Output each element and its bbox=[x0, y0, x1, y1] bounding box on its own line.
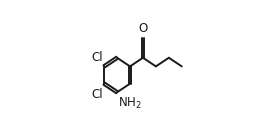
Text: NH$_2$: NH$_2$ bbox=[118, 95, 142, 111]
Text: O: O bbox=[138, 22, 148, 35]
Text: Cl: Cl bbox=[92, 88, 103, 101]
Text: Cl: Cl bbox=[92, 51, 103, 64]
